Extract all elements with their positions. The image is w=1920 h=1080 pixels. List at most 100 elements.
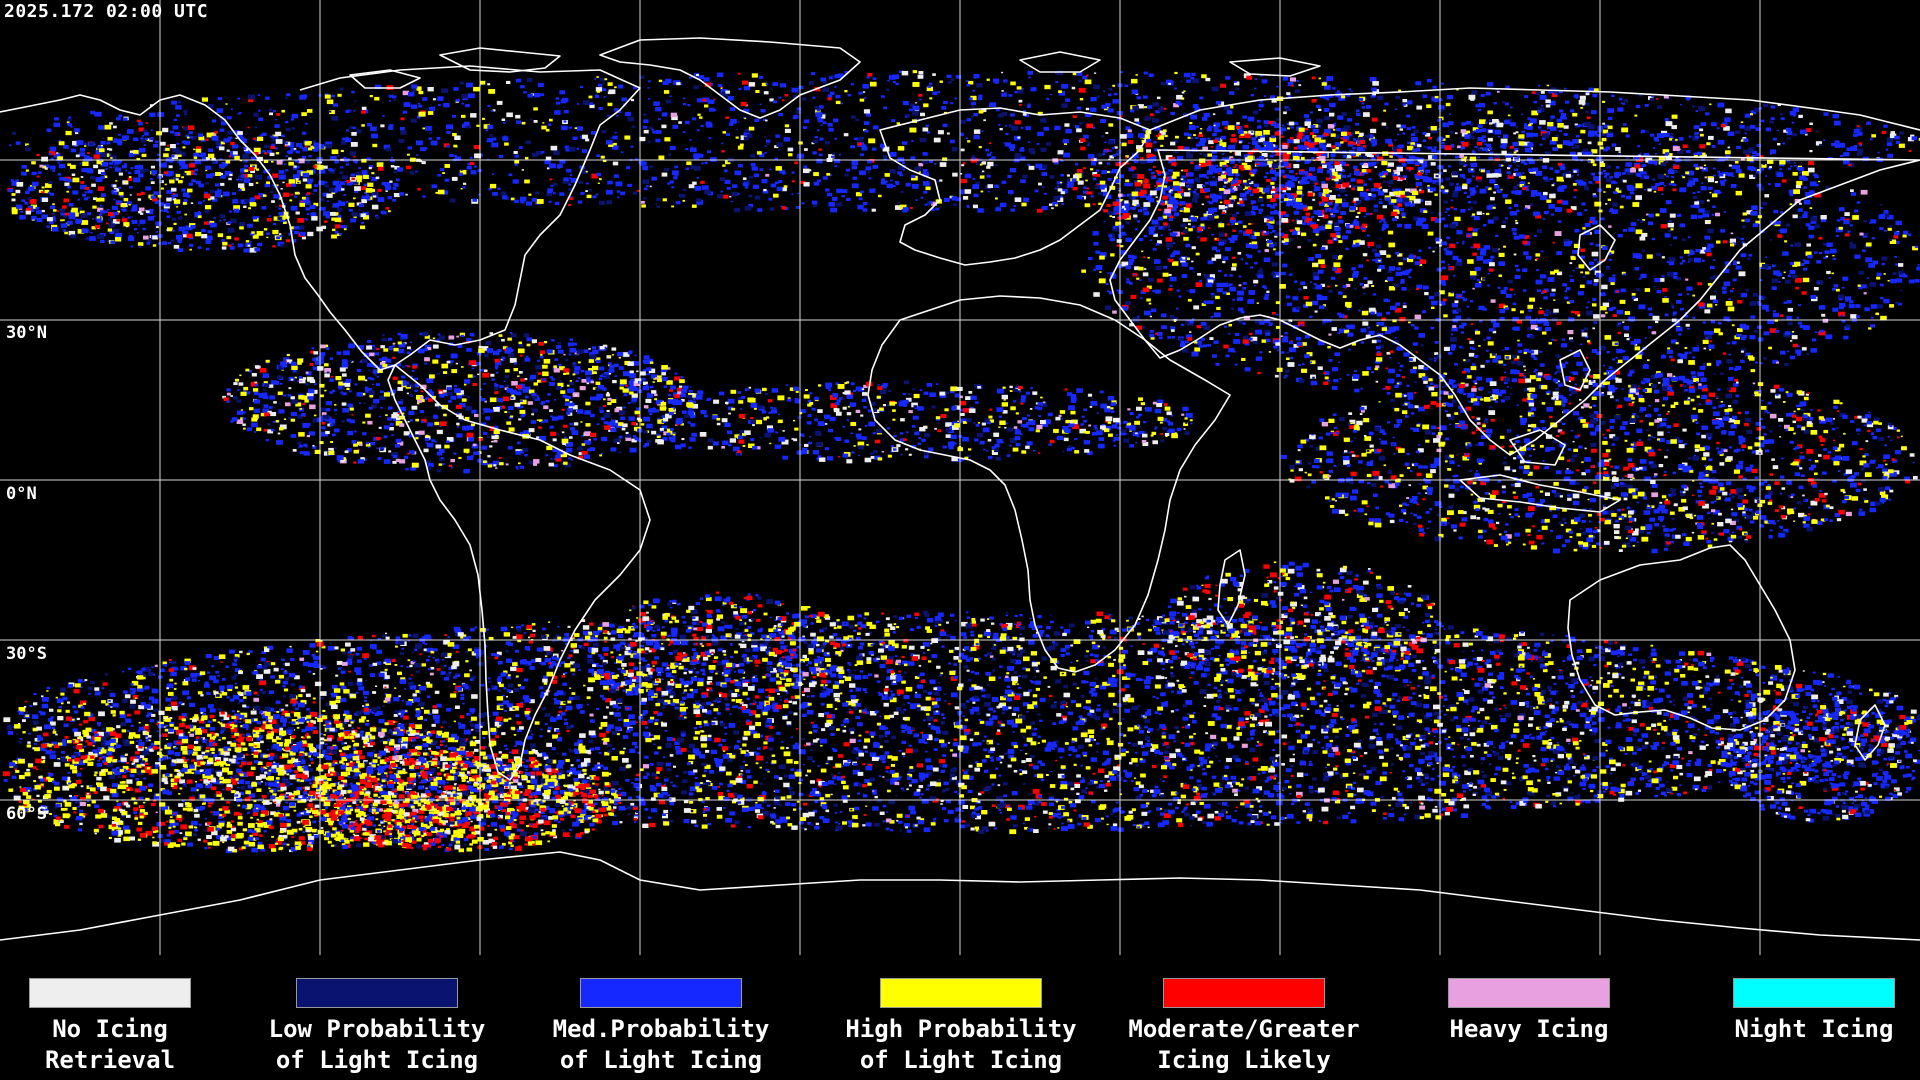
icing-pixel [1618,97,1623,101]
icing-pixel [1224,160,1229,163]
icing-pixel [1653,389,1660,394]
icing-pixel [1637,351,1644,356]
icing-pixel [388,94,394,98]
icing-pixel [153,215,156,218]
icing-pixel [1719,180,1725,184]
icing-pixel [1205,176,1209,179]
icing-pixel [885,180,889,183]
icing-pixel [95,177,103,182]
icing-pixel [1615,166,1620,169]
icing-pixel [1445,177,1451,181]
icing-pixel [104,210,108,213]
icing-pixel [637,189,640,192]
icing-pixel [991,156,996,160]
icing-pixel [339,181,345,186]
icing-pixel [1610,180,1616,184]
icing-pixel [1807,254,1813,259]
icing-pixel [1334,234,1341,239]
icing-pixel [1652,178,1655,181]
icing-pixel [1227,171,1234,176]
icing-pixel [41,209,45,213]
icing-pixel [1168,273,1172,276]
icing-pixel [41,214,48,219]
icing-pixel [1523,348,1530,353]
icing-pixel [1477,227,1481,230]
icing-pixel [1358,240,1365,245]
icing-pixel [1343,315,1348,319]
icing-pixel [491,142,499,148]
icing-pixel [708,137,712,140]
icing-pixel [1441,241,1447,246]
icing-pixel [1699,144,1706,149]
icing-pixel [290,118,294,121]
icing-pixel [1584,121,1591,127]
icing-pixel [1397,133,1400,136]
icing-pixel [557,167,560,169]
icing-pixel [748,126,755,131]
icing-pixel [787,147,793,152]
icing-pixel [1847,230,1851,233]
icing-pixel [898,70,903,74]
icing-pixel [1226,110,1233,115]
icing-pixel [1645,388,1652,393]
icing-pixel [205,205,212,210]
icing-pixel [1578,264,1585,269]
icing-pixel [1879,227,1884,231]
icing-pixel [1428,246,1432,249]
icing-pixel [332,180,340,186]
icing-pixel [274,124,280,128]
icing-pixel [382,114,385,117]
icing-pixel [244,199,250,203]
icing-pixel [1132,105,1139,111]
icing-pixel [772,100,777,104]
icing-pixel [502,195,508,200]
icing-pixel [138,147,146,153]
icing-pixel [819,137,824,141]
icing-pixel [141,135,144,137]
icing-pixel [989,158,993,160]
icing-pixel [1480,251,1486,256]
icing-pixel [1592,193,1596,196]
icing-pixel [1616,187,1619,190]
icing-pixel [1544,178,1550,182]
icing-pixel [299,94,307,100]
icing-pixel [73,128,80,133]
icing-pixel [1531,349,1539,355]
icing-pixel [1780,117,1785,121]
icing-pixel [1513,253,1517,256]
icing-pixel [1470,366,1477,371]
icing-pixel [596,76,599,78]
icing-pixel [1508,164,1512,168]
icing-pixel [1216,143,1222,148]
icing-pixel [1510,369,1517,374]
icing-pixel [1186,289,1190,292]
icing-pixel [613,174,619,178]
icing-pixel [387,196,393,200]
icing-pixel [803,126,808,129]
icing-pixel [279,235,283,237]
icing-pixel [1514,157,1519,161]
icing-pixel [1670,358,1675,362]
icing-pixel [1545,104,1551,108]
icing-pixel [716,72,724,78]
icing-pixel [1558,395,1564,399]
icing-pixel [152,244,157,247]
icing-pixel [323,165,328,169]
icing-pixel [661,172,668,177]
icing-pixel [446,131,451,134]
icing-pixel [1615,188,1622,193]
icing-pixel [1346,328,1349,331]
icing-pixel [313,204,316,207]
icing-pixel [1046,97,1050,100]
icing-pixel [1466,181,1471,185]
icing-pixel [1496,392,1502,397]
icing-pixel [100,210,105,214]
icing-pixel [720,86,723,89]
icing-pixel [272,245,276,248]
icing-pixel [1726,342,1730,345]
icing-pixel [889,169,896,174]
icing-pixel [295,142,302,147]
icing-pixel [1243,197,1247,201]
icing-pixel [903,207,909,212]
icing-pixel [1907,137,1915,142]
